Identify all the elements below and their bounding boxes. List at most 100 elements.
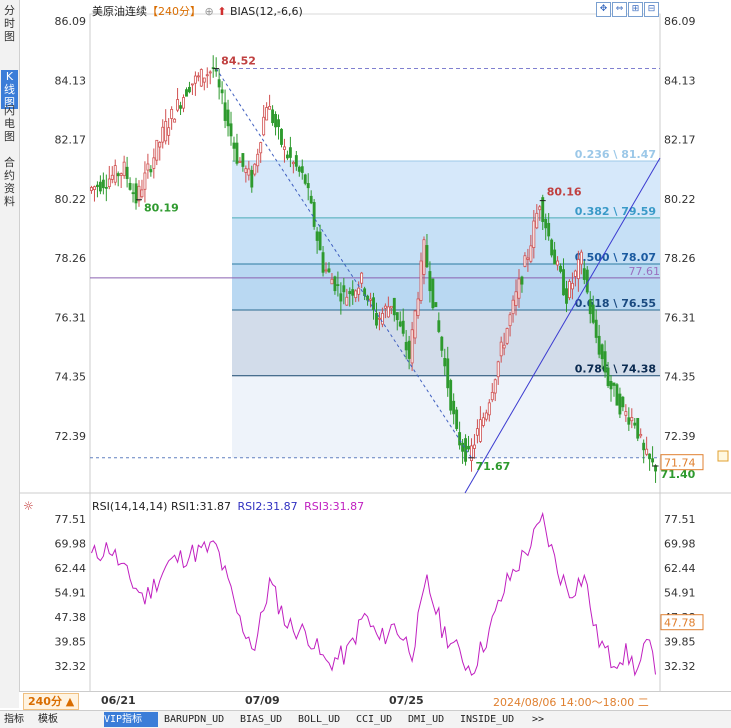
candle-body (487, 402, 491, 416)
date-tick: 07/25 (389, 694, 424, 707)
price-axis-label: 74.35 (55, 371, 87, 384)
candle-body (351, 289, 355, 296)
candle-body (205, 74, 209, 77)
channel-line (464, 157, 661, 494)
candle-body (461, 442, 465, 452)
rsi1-value: RSI1:31.87 (170, 500, 232, 513)
candle-body (176, 99, 180, 111)
period-tag: 【240分】 (147, 5, 201, 18)
candle-body (196, 75, 200, 78)
fib-zone (232, 375, 660, 458)
tab-kline[interactable]: K 线 图 (1, 70, 18, 109)
candle-body (416, 298, 420, 316)
tab-boll[interactable]: BOLL_UD (298, 714, 341, 725)
candle-body (107, 178, 111, 188)
candle-body (170, 108, 174, 119)
kline-chart[interactable]: 0.236 \ 81.47 0.382 \ 79.59 0.500 \ 78.07 0… (0, 0, 731, 710)
tab-dmi[interactable]: DMI_UD (408, 714, 445, 725)
price-axis-label: 76.31 (664, 311, 696, 324)
candle-body (449, 380, 453, 411)
candle-body (467, 445, 470, 450)
candle-body (407, 340, 411, 359)
candle-body (125, 166, 129, 179)
rsi-axis-label: 62.44 (664, 562, 696, 575)
candle-body (526, 257, 530, 260)
rsi-axis-label: 54.91 (664, 587, 696, 600)
tab-inside[interactable]: INSIDE_UD (460, 714, 515, 725)
price-axis-label: 86.09 (55, 15, 87, 28)
candle-body (505, 328, 509, 344)
rsi-settings-icon[interactable]: ☼ (23, 499, 34, 513)
bias-indicator-label: BIAS(12,-6,6) (229, 5, 303, 18)
candle-body (244, 168, 248, 173)
last-low-label: 71.40 (661, 468, 696, 481)
candle-body (306, 183, 310, 189)
rsi-axis-label: 62.44 (55, 562, 87, 575)
candle-body (146, 163, 150, 171)
candle-body (600, 344, 604, 360)
candle-body (440, 336, 444, 351)
candle-body (324, 269, 328, 272)
candle-body (582, 268, 586, 280)
rsi3-value: RSI3:31.87 (304, 500, 365, 513)
candle-body (149, 169, 153, 173)
tab-templates[interactable]: 模板 (38, 714, 58, 725)
tab-contract-info[interactable]: 合 约 资 料 (4, 156, 15, 208)
tab-flash[interactable]: 闪 电 图 (4, 104, 15, 143)
candle-body (559, 265, 562, 272)
candle-body (128, 182, 132, 190)
candle-body (621, 396, 625, 408)
candle-body (161, 126, 165, 143)
candle-body (253, 163, 257, 175)
rsi-current-tag (660, 614, 704, 631)
candle-body (502, 344, 506, 349)
candle-body (645, 448, 649, 455)
candle-body (443, 358, 447, 367)
candle-body (446, 358, 450, 389)
low-label: 71.67 (475, 460, 510, 473)
candle-body (553, 249, 557, 265)
candle-body (520, 276, 524, 285)
candle-body (300, 166, 304, 173)
candle-body (360, 272, 364, 284)
candle-body (285, 154, 289, 159)
tab-cci[interactable]: CCI_UD (356, 714, 393, 725)
rsi-axis-label: 47.38 (55, 611, 87, 624)
candle-body (241, 153, 245, 167)
indicator-tab-bar: 指标 模板 VIP指标 BARUPDN_UD BIAS_UD BOLL_UD C… (0, 710, 731, 728)
candle-body (591, 304, 595, 323)
candle-body (199, 69, 203, 87)
fit-icon[interactable]: ⇔ (612, 2, 627, 17)
price-axis-label: 78.26 (55, 252, 87, 265)
candle-body (556, 260, 560, 266)
candle-body (357, 287, 361, 295)
candle-body (612, 382, 616, 386)
zoom-in-icon[interactable]: ⊞ (628, 2, 643, 17)
candle-body (235, 142, 239, 164)
period-button[interactable]: 240分 ▲ (23, 693, 80, 710)
settings-icon[interactable]: ⊕ (204, 5, 214, 18)
candle-body (562, 269, 565, 296)
price-axis-label: 86.09 (664, 15, 696, 28)
candle-body (568, 281, 571, 299)
candle-body (185, 89, 188, 97)
fib-level-label: 0.618 \ 76.55 (575, 297, 656, 310)
zoom-out-icon[interactable]: ⊟ (644, 2, 659, 17)
candle-body (630, 417, 634, 422)
candle-body (401, 320, 405, 334)
candle-body (140, 189, 144, 198)
fib-level-label: 0.500 \ 78.07 (575, 251, 656, 264)
tab-barupdn[interactable]: BARUPDN_UD (164, 714, 225, 725)
rsi-axis-label: 39.85 (55, 636, 87, 649)
candle-body (280, 128, 283, 145)
candle-body (303, 174, 307, 184)
candle-body (576, 259, 580, 280)
tab-timeshare[interactable]: 分 时 图 (4, 4, 15, 43)
tab-more[interactable]: >> (532, 714, 545, 725)
tab-indicators[interactable]: 指标 (4, 714, 24, 725)
candle-body (173, 118, 177, 123)
expand-icon[interactable]: ✥ (596, 2, 611, 17)
tab-vip-indicators[interactable]: VIP指标 (104, 712, 158, 727)
price-axis-label: 80.22 (664, 193, 696, 206)
tab-bias[interactable]: BIAS_UD (240, 714, 283, 725)
